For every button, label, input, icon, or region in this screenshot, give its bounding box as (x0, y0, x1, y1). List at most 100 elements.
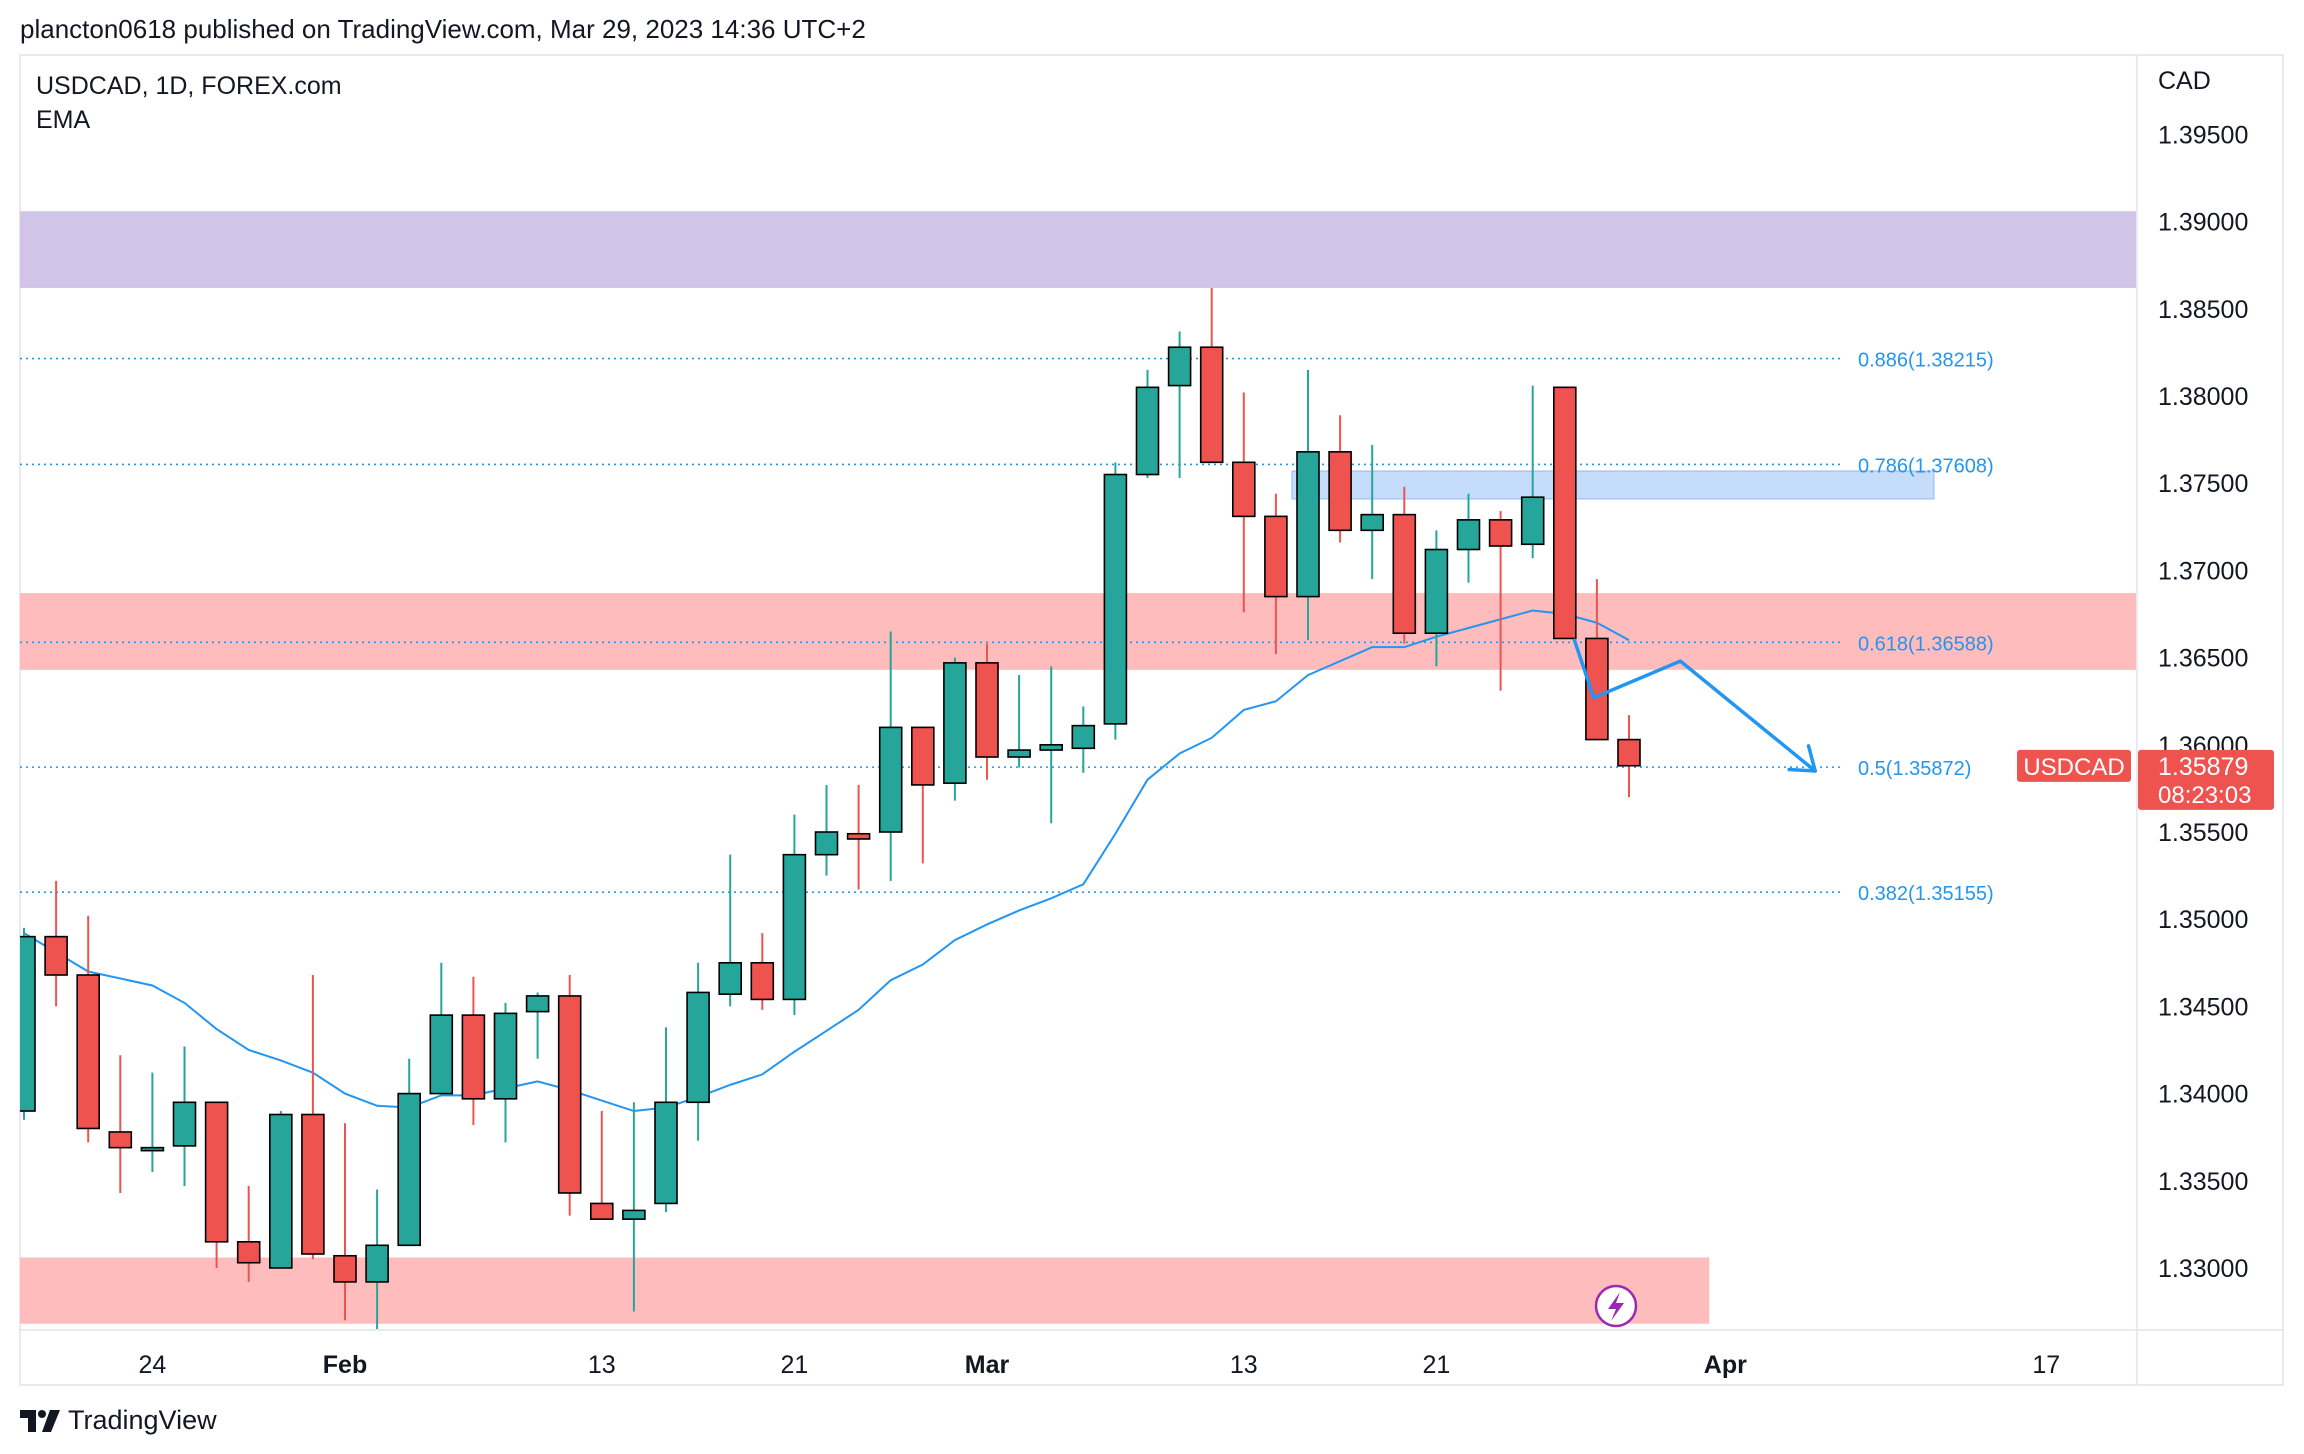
time-tick-label: 13 (588, 1351, 616, 1379)
candle-body (397, 1092, 422, 1247)
candle-body (846, 832, 871, 840)
time-axis[interactable]: 24 Feb 13 21 Mar 13 21 Apr 17 (138, 1351, 2060, 1379)
forecast-arrow-path[interactable] (1572, 638, 1817, 773)
candle[interactable] (1135, 369, 1160, 479)
candle[interactable] (878, 631, 903, 881)
candle[interactable] (525, 992, 550, 1059)
candle-body (1585, 637, 1609, 741)
candle[interactable] (1424, 530, 1449, 667)
candle[interactable] (1296, 369, 1320, 641)
price-tick-label: 1.39000 (2158, 209, 2248, 237)
candle[interactable] (1039, 666, 1063, 824)
candle[interactable] (1199, 287, 1224, 464)
candle[interactable] (493, 1002, 518, 1143)
indicator-legend[interactable]: EMA (36, 106, 91, 134)
price-tick-label: 1.37000 (2158, 557, 2248, 585)
candle[interactable] (204, 1101, 229, 1268)
price-axis[interactable]: 1.39500 1.39000 1.38500 1.38000 1.37500 1.370… (2158, 121, 2248, 1282)
candle[interactable] (589, 1111, 614, 1220)
candle[interactable] (1264, 493, 1288, 655)
candle[interactable] (814, 784, 839, 876)
candle[interactable] (1167, 331, 1192, 479)
candle-body (140, 1146, 165, 1152)
candle[interactable] (1360, 444, 1384, 580)
candle[interactable] (236, 1186, 261, 1282)
candle-body (1392, 513, 1417, 635)
candle-body (204, 1101, 229, 1243)
candle-body (1328, 451, 1352, 532)
candle[interactable] (333, 1123, 357, 1321)
candle-body (910, 726, 935, 786)
candle[interactable] (1456, 493, 1481, 583)
candle-body (718, 961, 743, 995)
candle[interactable] (44, 880, 68, 1007)
price-tick-label: 1.33500 (2158, 1168, 2248, 1196)
candle-body (878, 726, 903, 833)
candle[interactable] (1488, 511, 1513, 691)
candle[interactable] (429, 962, 454, 1095)
candle[interactable] (1328, 415, 1352, 543)
arrow-layer[interactable] (1572, 638, 1817, 773)
candle[interactable] (718, 854, 743, 1007)
ema-line[interactable] (23, 609, 1630, 1113)
candle[interactable] (301, 975, 325, 1260)
candle-body (268, 1113, 293, 1269)
candle[interactable] (397, 1058, 422, 1247)
candle[interactable] (1103, 462, 1128, 740)
candle[interactable] (943, 657, 967, 801)
time-tick-label: 13 (1230, 1351, 1258, 1379)
candle[interactable] (1520, 385, 1545, 559)
candle[interactable] (1232, 392, 1256, 613)
ema-layer (23, 609, 1630, 1113)
candle[interactable] (1617, 715, 1641, 798)
candle-body (1167, 346, 1192, 387)
lightning-icon[interactable] (1594, 1284, 1638, 1328)
price-tick-label: 1.37500 (2158, 470, 2248, 498)
price-tick-label: 1.39500 (2158, 121, 2248, 149)
candle[interactable] (975, 643, 999, 780)
candle-body (493, 1012, 518, 1100)
candle-body (333, 1254, 357, 1283)
candle[interactable] (76, 915, 100, 1143)
support-zone-bottom[interactable] (0, 1257, 1710, 1324)
blue-box[interactable] (1291, 470, 1935, 500)
candle[interactable] (268, 1111, 293, 1269)
resistance-zone[interactable] (0, 593, 2159, 670)
candle-body (1039, 744, 1063, 751)
candle[interactable] (461, 976, 486, 1125)
candle[interactable] (1007, 675, 1031, 768)
candle[interactable] (846, 784, 871, 890)
candle-body (172, 1101, 197, 1147)
tradingview-logo[interactable]: TradingView (20, 1405, 217, 1436)
tradingview-brand-text: TradingView (68, 1405, 217, 1435)
candle[interactable] (686, 962, 710, 1141)
candle-body (44, 935, 68, 976)
candle[interactable] (13, 927, 36, 1120)
candle[interactable] (108, 1055, 133, 1193)
symbol-legend[interactable]: USDCAD, 1D, FOREX.com (36, 72, 342, 100)
candle[interactable] (1585, 579, 1609, 741)
candle[interactable] (557, 975, 582, 1216)
time-tick-label: Mar (965, 1351, 1010, 1379)
candle[interactable] (1553, 386, 1577, 640)
price-tick-label: 1.38000 (2158, 383, 2248, 411)
currency-label: CAD (2158, 67, 2211, 95)
candle-body (1488, 519, 1513, 547)
fib-level-label-4: 0.382(1.35155) (1858, 883, 1994, 905)
candle[interactable] (750, 933, 775, 1010)
supply-zone-top[interactable] (0, 211, 2159, 288)
candle[interactable] (910, 726, 935, 864)
candle[interactable] (172, 1046, 197, 1187)
candle[interactable] (365, 1189, 389, 1332)
fib-level-label-1: 0.786(1.37608) (1858, 455, 1994, 477)
candle-body (1135, 386, 1160, 476)
candle[interactable] (622, 1102, 646, 1312)
candle-body (1264, 515, 1288, 598)
price-tick-label: 1.38500 (2158, 296, 2248, 324)
candle[interactable] (782, 814, 807, 1016)
candle[interactable] (140, 1072, 165, 1173)
candle[interactable] (1392, 486, 1417, 644)
candle[interactable] (654, 1027, 678, 1213)
candle[interactable] (1071, 706, 1096, 773)
